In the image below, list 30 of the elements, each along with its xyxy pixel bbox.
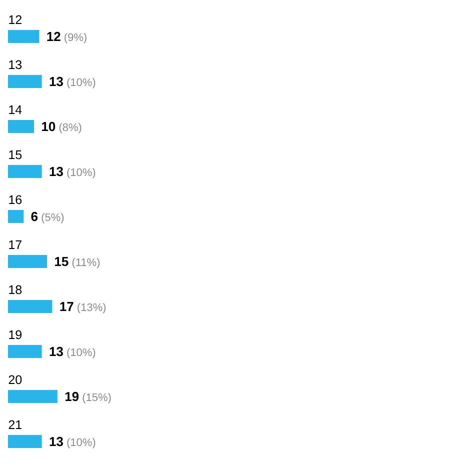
bar	[8, 210, 24, 223]
data-label: 10 (8%)	[42, 122, 82, 134]
data-label: 19 (15%)	[65, 392, 111, 404]
data-label: 15 (11%)	[55, 257, 100, 268]
y-tick-label: 15	[9, 150, 22, 160]
data-label: 13 (10%)	[50, 346, 96, 358]
y-tick-label: 21	[8, 420, 22, 429]
data-label: 12 (9%)	[47, 32, 86, 44]
y-tick-label: 18	[9, 285, 22, 294]
data-label: 13 (10%)	[50, 166, 96, 178]
bar	[8, 30, 40, 43]
bar	[8, 75, 42, 88]
y-tick-label: 13	[9, 60, 22, 70]
bar	[8, 165, 42, 178]
y-tick-label: 16	[9, 195, 22, 204]
y-tick-label: 12	[9, 15, 22, 24]
bar	[8, 255, 47, 268]
data-label: 17 (13%)	[60, 302, 106, 314]
bar	[8, 390, 58, 403]
bar	[8, 300, 52, 313]
data-label: 13 (10%)	[50, 76, 96, 88]
y-tick-label: 19	[9, 330, 22, 340]
bar	[8, 345, 42, 358]
y-tick-label: 17	[9, 240, 22, 249]
y-tick-label: 20	[8, 375, 22, 384]
data-label: 13 (10%)	[50, 436, 96, 448]
bar	[8, 120, 34, 133]
data-label: 6 (5%)	[31, 212, 64, 224]
bar	[8, 435, 42, 448]
y-tick-label: 14	[9, 105, 22, 114]
